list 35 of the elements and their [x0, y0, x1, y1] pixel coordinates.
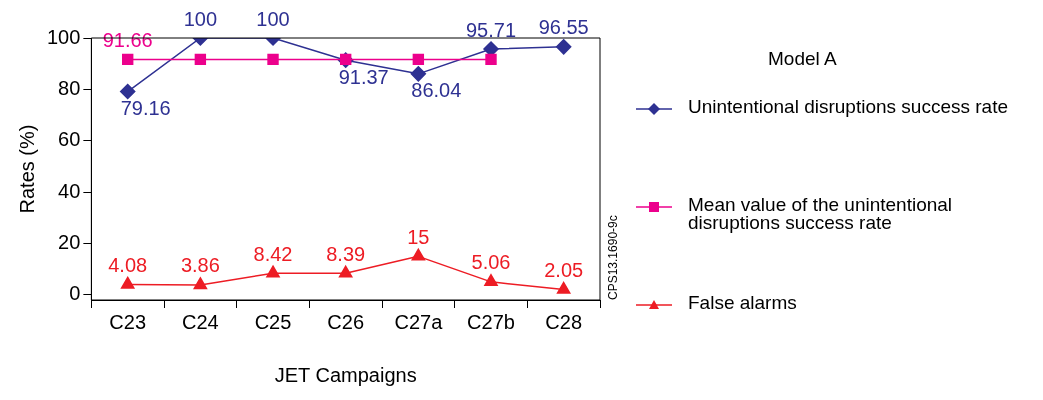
x-tick-label: C23	[109, 310, 147, 333]
x-axis-title: JET Campaigns	[274, 363, 417, 386]
y-tick-label: 60	[58, 128, 81, 151]
data-label: 91.66	[102, 28, 153, 51]
x-tick-label: C25	[254, 310, 292, 333]
data-label: 15	[407, 225, 430, 248]
legend-title: Model A	[768, 48, 838, 70]
data-label: 86.04	[411, 79, 462, 102]
data-label: 3.86	[180, 254, 220, 277]
data-label: 100	[256, 7, 290, 30]
data-label: 95.71	[465, 18, 517, 41]
data-label: 4.08	[108, 253, 148, 276]
y-tick-label: 80	[58, 76, 81, 99]
data-label: 91.37	[338, 65, 389, 88]
text: CPS13.1690-9c	[606, 215, 621, 300]
y-tick-label: 100	[46, 25, 81, 48]
data-label: 2.05	[544, 259, 584, 282]
legend-label: Mean value of the unintentional disruptions success rate	[688, 194, 954, 233]
y-tick-label: 0	[69, 282, 81, 305]
data-label: 96.55	[538, 16, 589, 39]
legend-label: Unintentional disruptions success rate	[688, 96, 1009, 117]
data-label: 5.06	[471, 251, 511, 274]
data-label: 79.16	[120, 97, 171, 120]
data-label: 8.39	[326, 242, 366, 265]
x-tick-label: C27b	[467, 310, 515, 333]
x-tick-label: C24	[182, 310, 219, 333]
y-axis-title: Rates (%)	[15, 124, 38, 214]
data-label: 8.42	[253, 242, 293, 265]
legend-label: False alarms	[688, 292, 798, 313]
x-tick-label: C27a	[394, 310, 444, 333]
x-tick-label: C28	[545, 310, 583, 333]
y-tick-label: 40	[58, 179, 81, 202]
x-tick-label: C26	[327, 310, 365, 333]
data-label: 100	[183, 7, 218, 30]
y-tick-label: 20	[58, 231, 81, 254]
